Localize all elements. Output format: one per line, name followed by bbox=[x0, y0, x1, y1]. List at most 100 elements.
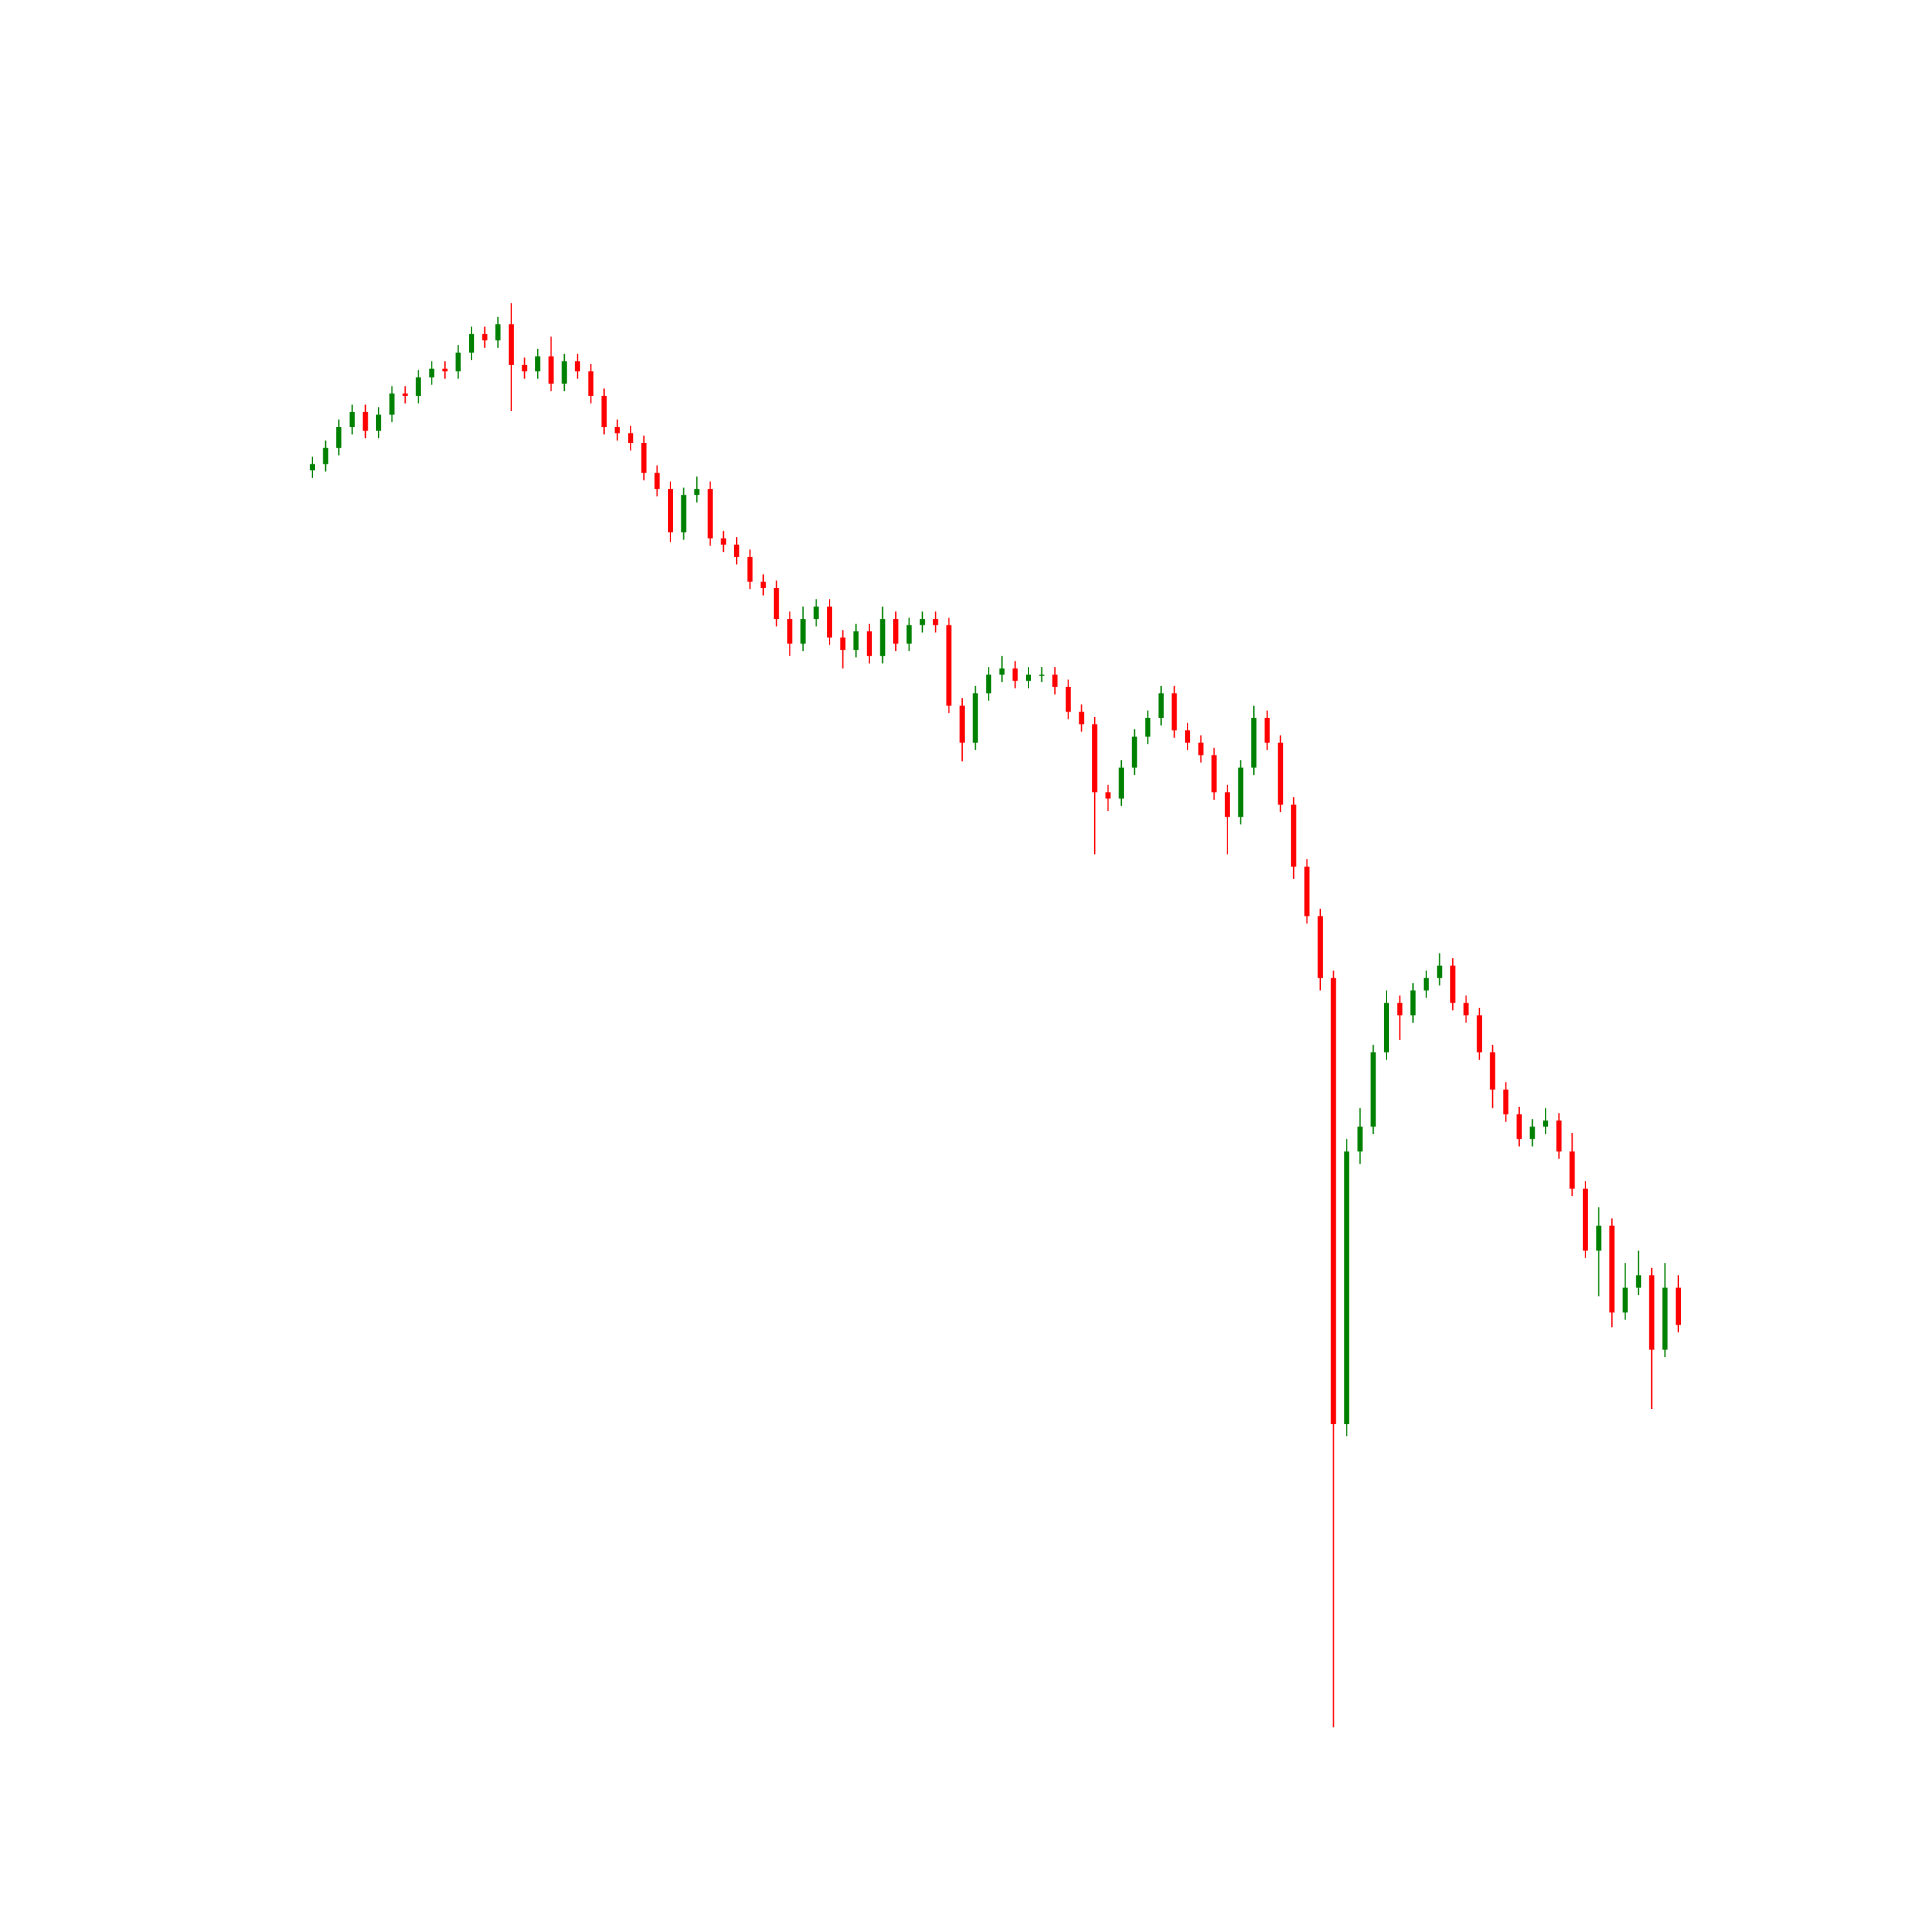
candle-body bbox=[1357, 1126, 1363, 1151]
candle-body bbox=[1185, 730, 1191, 743]
candle-body bbox=[1543, 1120, 1549, 1127]
candle-body bbox=[1012, 668, 1018, 681]
candle-body bbox=[336, 427, 342, 448]
candle-body bbox=[734, 544, 739, 557]
candle-body bbox=[1397, 1003, 1403, 1016]
candle-body bbox=[1238, 767, 1244, 817]
candle-body bbox=[442, 368, 448, 372]
candle-body bbox=[933, 619, 938, 625]
candle-body bbox=[1383, 1003, 1389, 1053]
candle-body bbox=[574, 361, 580, 372]
candle-body bbox=[363, 412, 368, 431]
candle-body bbox=[1649, 1275, 1654, 1350]
candle-body bbox=[1145, 717, 1151, 737]
candle-body bbox=[1079, 712, 1084, 724]
candle-body bbox=[1331, 978, 1336, 1425]
candle-body bbox=[1264, 717, 1270, 743]
candle-body bbox=[681, 495, 687, 533]
candle-body bbox=[415, 377, 421, 396]
candle-body bbox=[1291, 804, 1296, 867]
candle-body bbox=[522, 365, 527, 372]
candle-body bbox=[893, 619, 899, 644]
candle-body bbox=[761, 582, 766, 588]
candle-body bbox=[1344, 1151, 1350, 1425]
candle-body bbox=[402, 393, 408, 396]
candle-body bbox=[508, 324, 514, 365]
candle-body bbox=[495, 324, 501, 341]
candle-body bbox=[310, 464, 315, 471]
candle-body bbox=[614, 427, 620, 433]
candle-body bbox=[482, 334, 488, 341]
candle-body bbox=[1490, 1052, 1495, 1090]
candle-body bbox=[986, 674, 992, 694]
candle-body bbox=[667, 489, 673, 533]
candle-body bbox=[349, 412, 355, 427]
candle-body bbox=[1569, 1151, 1575, 1189]
candle-body bbox=[1636, 1275, 1642, 1288]
candle-body bbox=[588, 371, 594, 396]
candle-body bbox=[1132, 736, 1137, 768]
candle-body bbox=[972, 693, 978, 743]
candle-body bbox=[827, 606, 833, 638]
candle-body bbox=[1423, 978, 1429, 990]
candle-body bbox=[906, 625, 912, 644]
candle-body bbox=[469, 334, 475, 353]
candle-body bbox=[813, 606, 819, 620]
candle-body bbox=[654, 473, 660, 489]
candle-body bbox=[1318, 916, 1323, 978]
candle-body bbox=[694, 489, 700, 495]
candle-body bbox=[1622, 1287, 1628, 1312]
candle-body bbox=[1676, 1287, 1681, 1325]
candle-body bbox=[1596, 1226, 1602, 1251]
candle-body bbox=[960, 705, 965, 743]
candle-body bbox=[1516, 1114, 1522, 1139]
candle-body bbox=[1609, 1226, 1615, 1312]
candle-body bbox=[535, 356, 541, 372]
candle-body bbox=[601, 395, 607, 427]
candle-body bbox=[1410, 990, 1416, 1016]
candle-body bbox=[1662, 1287, 1668, 1350]
candle-body bbox=[920, 619, 925, 625]
candle-body bbox=[1530, 1126, 1535, 1139]
candle-body bbox=[375, 414, 381, 431]
candle-body bbox=[1065, 687, 1071, 712]
candle-body bbox=[641, 443, 647, 473]
candle-body bbox=[1105, 792, 1111, 799]
candle-body bbox=[1477, 1015, 1482, 1053]
candle-body bbox=[429, 368, 435, 378]
candle-body bbox=[853, 631, 859, 650]
candle-body bbox=[323, 448, 328, 464]
candle-body bbox=[1503, 1089, 1509, 1115]
candle-body bbox=[1463, 1003, 1469, 1016]
candle-body bbox=[946, 625, 952, 706]
candle-body bbox=[1171, 693, 1177, 731]
candle-body bbox=[1278, 743, 1283, 805]
candle-body bbox=[880, 619, 886, 656]
candle-body bbox=[866, 631, 872, 656]
candle-body bbox=[1158, 693, 1164, 718]
candle-body bbox=[1039, 674, 1045, 676]
candle-body bbox=[1092, 724, 1097, 793]
candle-body bbox=[1211, 755, 1217, 793]
candle-body bbox=[389, 393, 395, 415]
candle-body bbox=[562, 361, 567, 384]
candle-body bbox=[999, 668, 1005, 675]
candle-body bbox=[747, 556, 753, 582]
candle-body bbox=[1304, 866, 1310, 916]
candle-body bbox=[1251, 717, 1257, 768]
candle-body bbox=[1437, 965, 1443, 978]
candle-body bbox=[707, 489, 713, 539]
candle-body bbox=[1450, 965, 1455, 1003]
candle-body bbox=[787, 619, 793, 644]
candle-body bbox=[1119, 767, 1124, 799]
candle-body bbox=[773, 588, 779, 620]
candle-body bbox=[800, 619, 806, 644]
candle-body bbox=[721, 538, 726, 545]
candle-body bbox=[1198, 743, 1204, 755]
candle-body bbox=[455, 352, 461, 372]
candle-body bbox=[1025, 674, 1031, 681]
candle-body bbox=[1370, 1052, 1376, 1127]
candle-body bbox=[840, 637, 846, 650]
candle-body bbox=[1556, 1120, 1562, 1151]
